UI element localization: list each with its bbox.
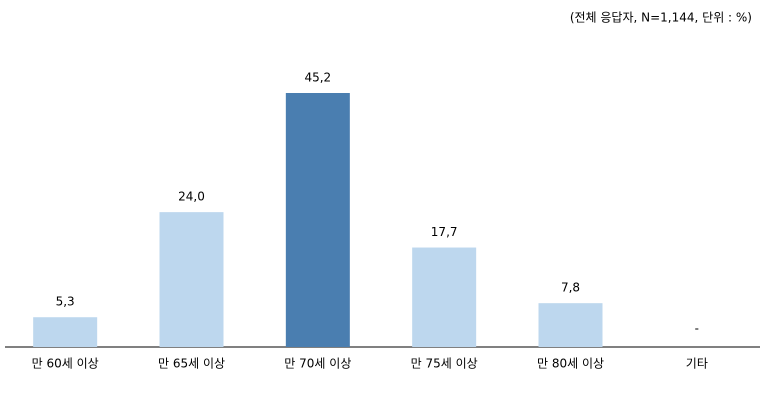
x-tick-label: 만 75세 이상 bbox=[411, 357, 478, 371]
value-label: 7,8 bbox=[561, 281, 580, 295]
bar bbox=[285, 93, 350, 347]
bar bbox=[33, 317, 98, 347]
x-tick-label: 기타 bbox=[686, 357, 708, 371]
bar bbox=[159, 212, 224, 347]
chart-subtitle: (전체 응답자, N=1,144, 단위 : %) bbox=[570, 11, 752, 25]
value-label: 17,7 bbox=[431, 225, 458, 239]
value-label: 24,0 bbox=[178, 190, 205, 204]
x-tick-label: 만 70세 이상 bbox=[284, 357, 351, 371]
bar bbox=[412, 247, 477, 347]
value-label: 45,2 bbox=[304, 71, 331, 85]
value-label: - bbox=[695, 322, 699, 336]
x-tick-label: 만 60세 이상 bbox=[32, 357, 99, 371]
x-tick-label: 만 80세 이상 bbox=[537, 357, 604, 371]
value-label: 5,3 bbox=[56, 295, 75, 309]
bar bbox=[538, 303, 603, 347]
x-tick-label: 만 65세 이상 bbox=[158, 357, 225, 371]
